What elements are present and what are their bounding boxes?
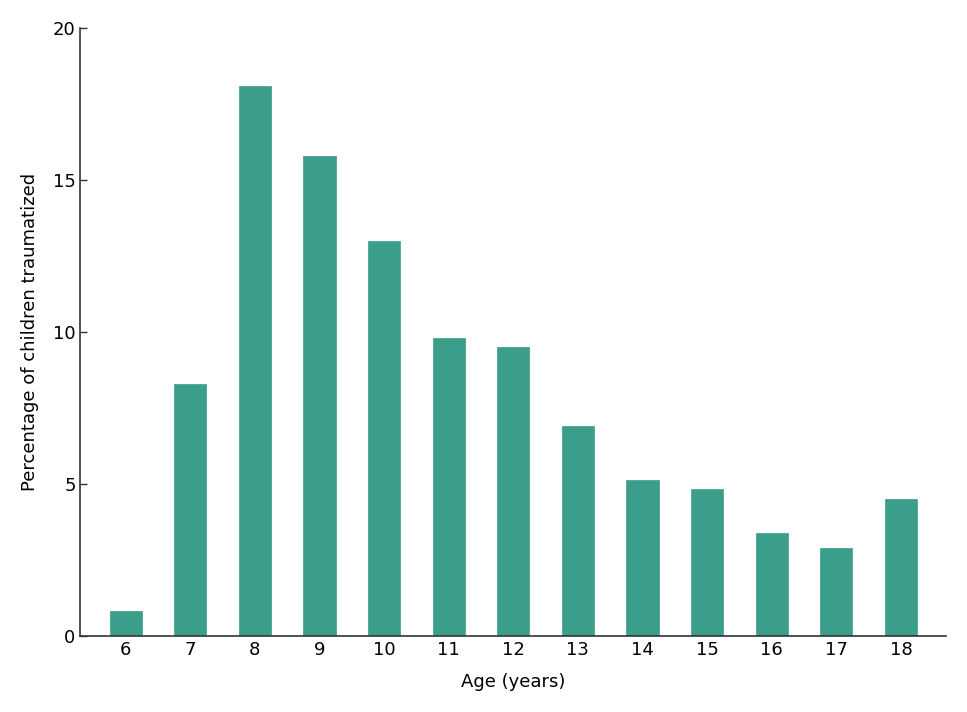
Bar: [304, 156, 336, 637]
Bar: [109, 611, 142, 637]
Y-axis label: Percentage of children traumatized: Percentage of children traumatized: [21, 173, 39, 491]
Bar: [432, 338, 465, 637]
Bar: [820, 548, 853, 637]
Bar: [497, 347, 530, 637]
Bar: [239, 85, 271, 637]
Bar: [562, 426, 594, 637]
Bar: [627, 480, 659, 637]
Bar: [368, 241, 400, 637]
Bar: [755, 533, 788, 637]
Bar: [885, 500, 917, 637]
Bar: [174, 384, 206, 637]
Bar: [691, 489, 723, 637]
X-axis label: Age (years): Age (years): [461, 673, 566, 691]
